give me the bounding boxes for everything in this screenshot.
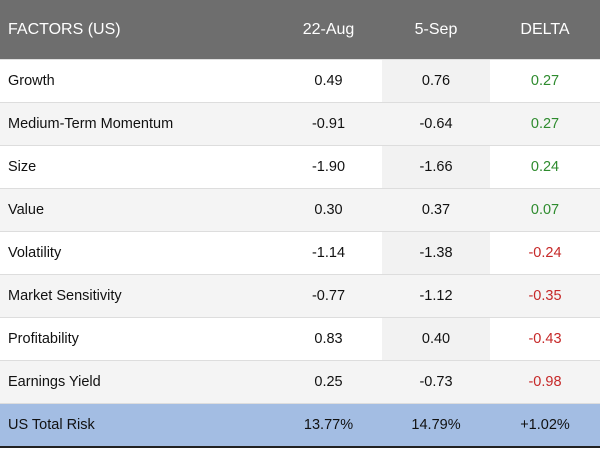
factor-name: Market Sensitivity — [0, 274, 275, 318]
total-delta: +1.02% — [490, 403, 600, 448]
value-date2: 0.76 — [382, 59, 490, 103]
total-date1: 13.77% — [275, 403, 382, 448]
value-delta: 0.27 — [490, 102, 600, 146]
table-row: Earnings Yield 0.25 -0.73 -0.98 — [0, 360, 600, 404]
factor-name: Earnings Yield — [0, 360, 275, 404]
header-delta: DELTA — [490, 0, 600, 60]
value-delta: 0.27 — [490, 59, 600, 103]
value-date2: -0.73 — [382, 360, 490, 404]
value-date1: -1.14 — [275, 231, 382, 275]
value-date2: 0.40 — [382, 317, 490, 361]
total-row: US Total Risk 13.77% 14.79% +1.02% — [0, 403, 600, 448]
header-factors: FACTORS (US) — [0, 0, 275, 60]
value-delta: -0.24 — [490, 231, 600, 275]
value-date1: 0.25 — [275, 360, 382, 404]
table-row: Value 0.30 0.37 0.07 — [0, 188, 600, 232]
header-date2: 5-Sep — [382, 0, 490, 60]
value-date2: -1.12 — [382, 274, 490, 318]
value-date1: 0.83 — [275, 317, 382, 361]
value-delta: -0.98 — [490, 360, 600, 404]
table-row: Medium-Term Momentum -0.91 -0.64 0.27 — [0, 102, 600, 146]
value-date2: -1.66 — [382, 145, 490, 189]
table-row: Growth 0.49 0.76 0.27 — [0, 59, 600, 103]
table-row: Profitability 0.83 0.40 -0.43 — [0, 317, 600, 361]
value-date1: -1.90 — [275, 145, 382, 189]
table-header-row: FACTORS (US) 22-Aug 5-Sep DELTA — [0, 0, 600, 60]
factor-name: Profitability — [0, 317, 275, 361]
value-date2: 0.37 — [382, 188, 490, 232]
value-delta: -0.35 — [490, 274, 600, 318]
factor-name: Growth — [0, 59, 275, 103]
factor-name: Size — [0, 145, 275, 189]
total-label: US Total Risk — [0, 403, 275, 448]
value-date2: -0.64 — [382, 102, 490, 146]
table-row: Market Sensitivity -0.77 -1.12 -0.35 — [0, 274, 600, 318]
value-delta: 0.24 — [490, 145, 600, 189]
value-date1: 0.30 — [275, 188, 382, 232]
factor-name: Volatility — [0, 231, 275, 275]
table-body: Growth 0.49 0.76 0.27 Medium-Term Moment… — [0, 59, 600, 448]
value-date1: -0.91 — [275, 102, 382, 146]
value-date1: -0.77 — [275, 274, 382, 318]
factor-name: Medium-Term Momentum — [0, 102, 275, 146]
value-date2: -1.38 — [382, 231, 490, 275]
value-date1: 0.49 — [275, 59, 382, 103]
header-date1: 22-Aug — [275, 0, 382, 60]
table-row: Size -1.90 -1.66 0.24 — [0, 145, 600, 189]
factor-name: Value — [0, 188, 275, 232]
table-row: Volatility -1.14 -1.38 -0.24 — [0, 231, 600, 275]
value-delta: 0.07 — [490, 188, 600, 232]
total-date2: 14.79% — [382, 403, 490, 448]
value-delta: -0.43 — [490, 317, 600, 361]
